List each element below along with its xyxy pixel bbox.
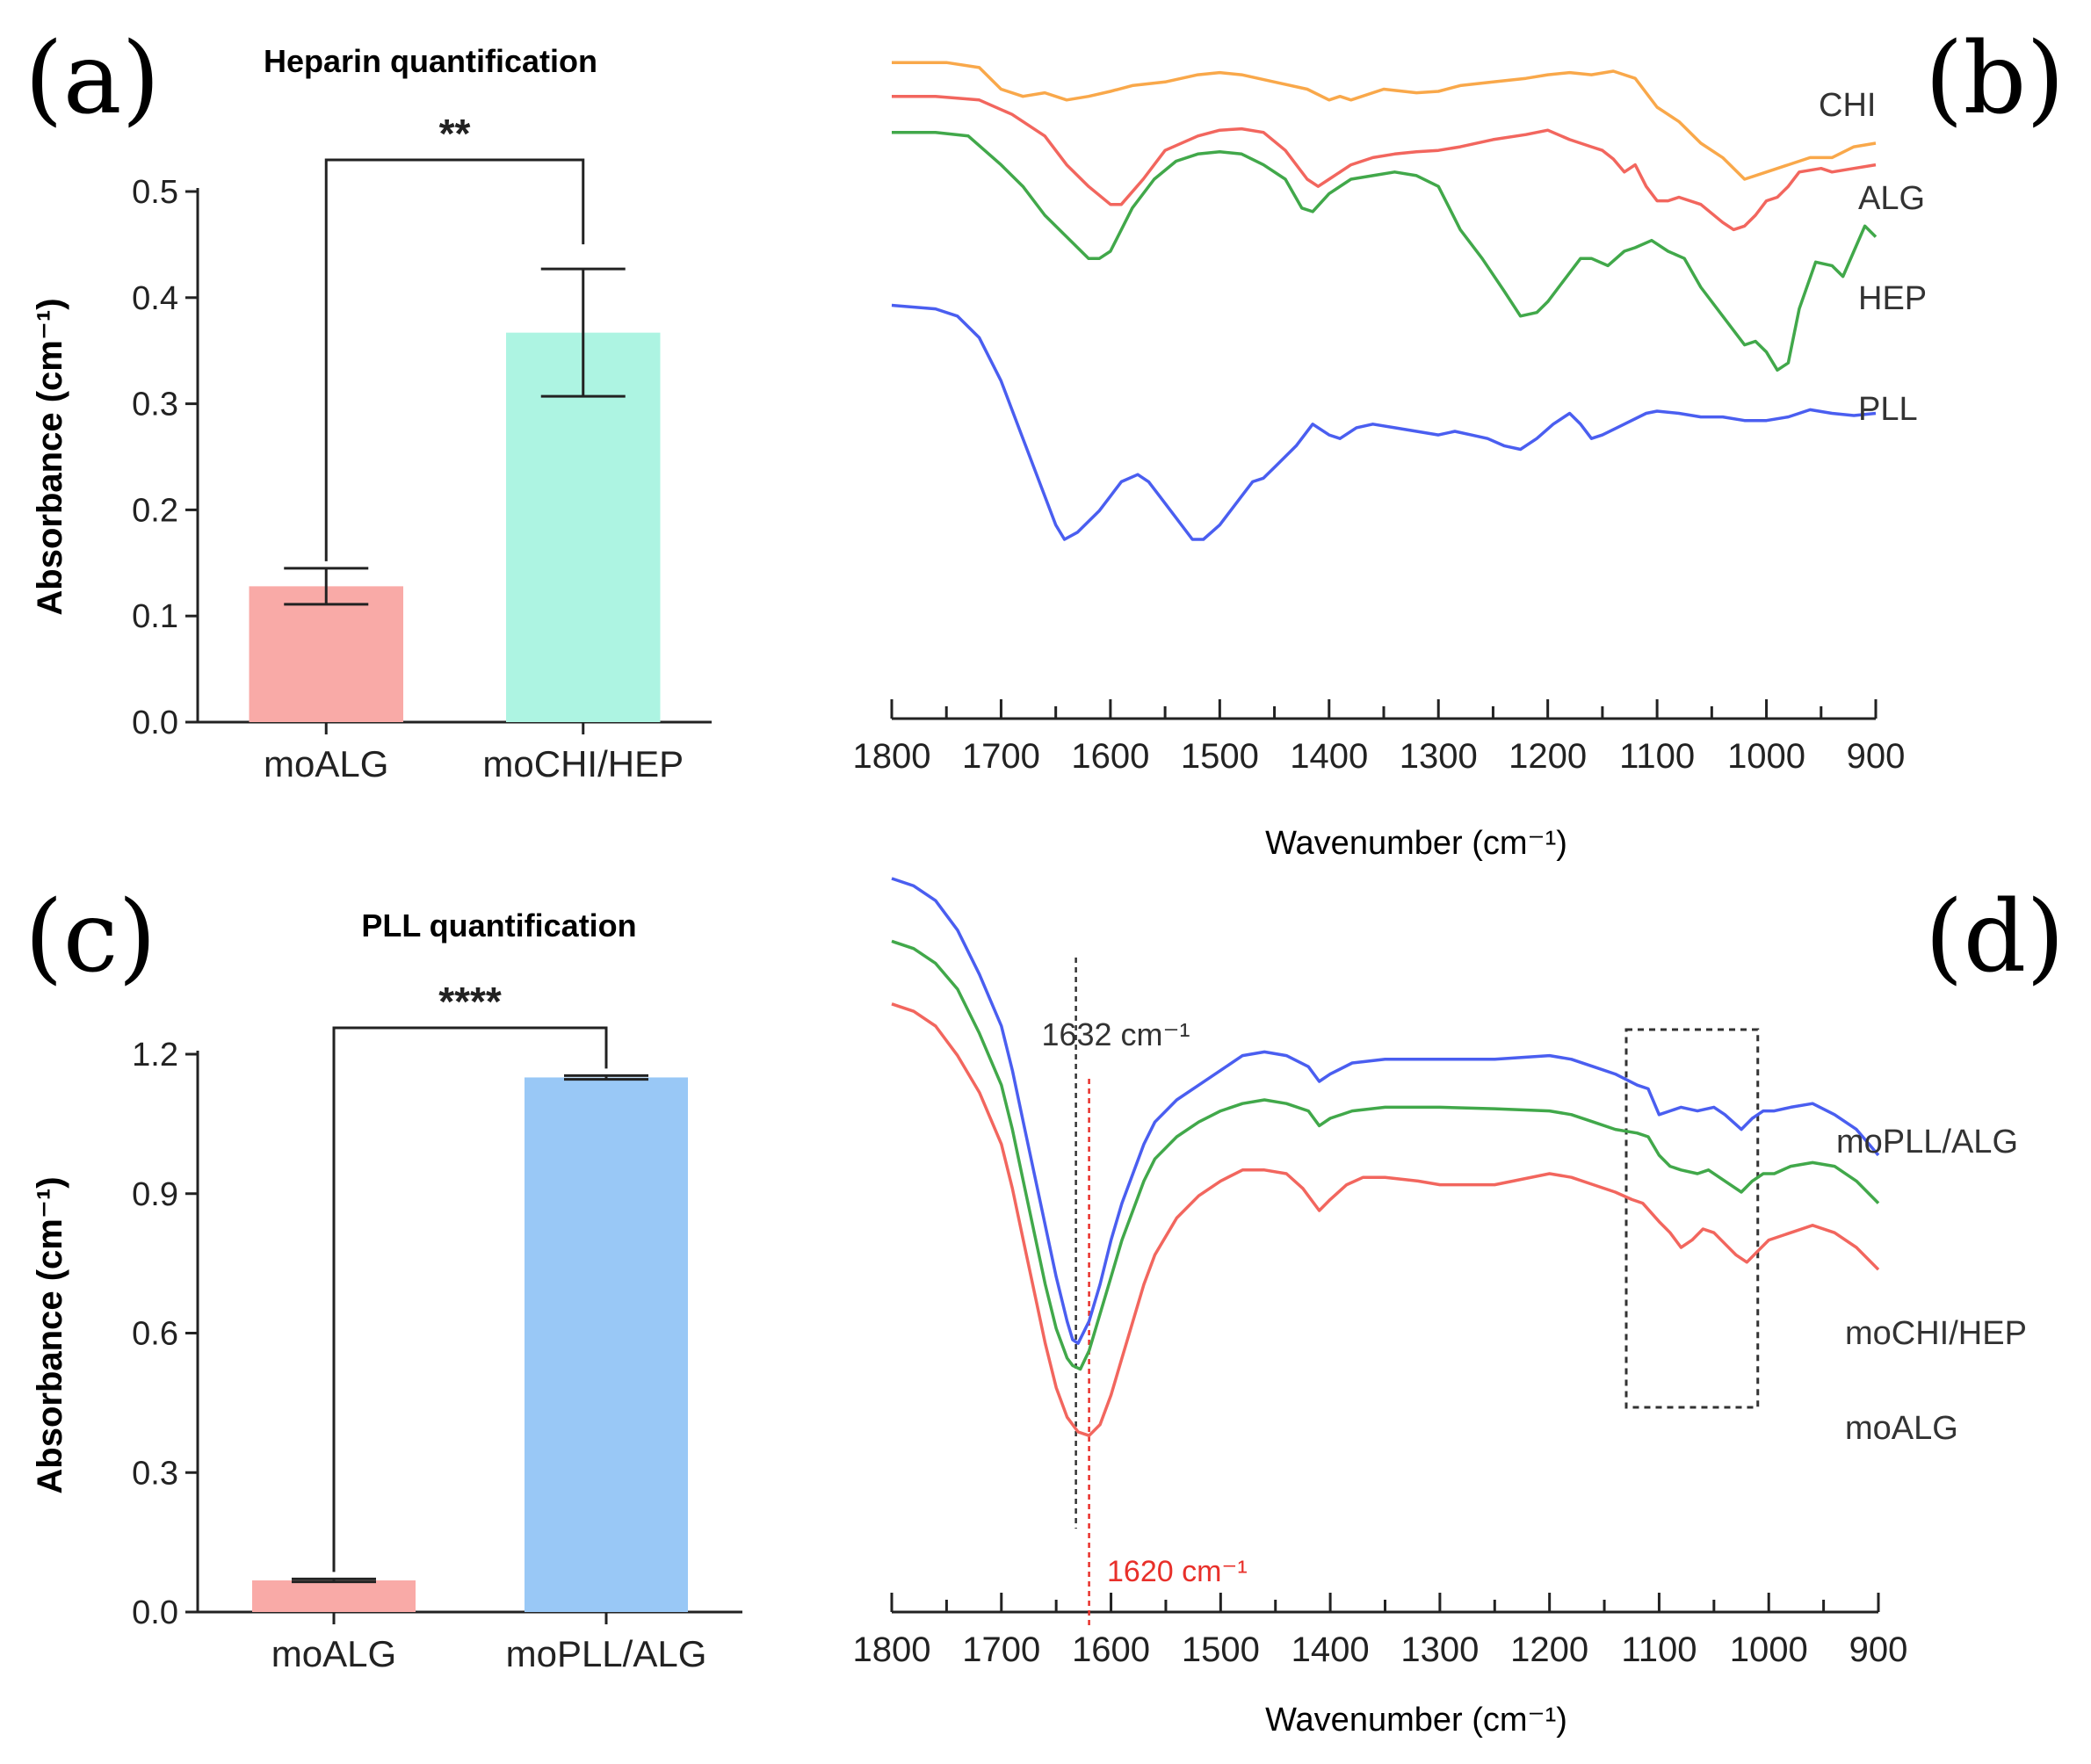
x-tick-label: 1400 (1290, 737, 1368, 776)
series-line-moalg (891, 1002, 1880, 1437)
x-tick-label: moALG (264, 743, 388, 784)
y-tick-label: 0.4 (132, 280, 178, 317)
x-tick-label: 1200 (1510, 1630, 1588, 1669)
significance-stars: **** (438, 979, 502, 1024)
bar-moalg (249, 586, 403, 722)
x-tick-label: 1400 (1292, 1630, 1370, 1669)
y-tick-label: 0.3 (132, 387, 178, 423)
series-line-chi (892, 61, 1877, 181)
significance-bracket (332, 1026, 608, 1572)
series-line-pll (891, 303, 1877, 541)
panel-a-title: Heparin quantification (264, 43, 597, 79)
y-tick-label: 0.3 (132, 1455, 178, 1492)
series-line-mochihep (891, 939, 1880, 1371)
panel-c-y-axis-label: Absorbance (cm⁻¹) (31, 1176, 69, 1493)
panel-c-label: (c) (25, 880, 156, 994)
significance-stars: ** (439, 111, 471, 156)
highlight-box (1624, 1028, 1760, 1409)
x-tick-label: 1100 (1619, 737, 1695, 776)
x-tick-label: 1500 (1181, 737, 1259, 776)
y-tick-label: 0.2 (132, 492, 178, 529)
y-tick-label: 0.6 (132, 1316, 178, 1353)
panel-d-plot: 1800 1700 1600 1500 1400 1300 1200 1100 1000 900 m… (853, 877, 2027, 1669)
bar-moalg (252, 1580, 416, 1612)
x-tick-label: 1800 (853, 737, 931, 776)
panel-a: (a) Heparin quantification Absorbance (c… (25, 22, 712, 784)
x-tick-label: 1000 (1730, 1630, 1808, 1669)
x-tick-label: 900 (1847, 737, 1906, 776)
legend-label-mochihep: moCHI/HEP (1845, 1315, 2027, 1352)
series-line-hep (892, 130, 1878, 372)
panel-b-x-axis-label: Wavenumber (cm⁻¹) (1265, 825, 1567, 862)
x-tick-label: 1600 (1072, 1630, 1150, 1669)
x-tick-label: moCHI/HEP (482, 743, 684, 784)
x-tick-label: 1300 (1400, 737, 1478, 776)
series-line-mopllalg (891, 877, 1880, 1345)
x-tick-label: 1000 (1727, 737, 1805, 776)
annotation-1632: 1632 cm⁻¹ (1041, 1016, 1190, 1052)
y-tick-label: 0.1 (132, 598, 178, 635)
panel-d-x-axis-label: Wavenumber (cm⁻¹) (1265, 1702, 1567, 1739)
panel-a-y-axis-label: Absorbance (cm⁻¹) (31, 298, 69, 615)
x-tick-label: moPLL/ALG (506, 1633, 707, 1674)
panel-c: (c) PLL quantification Absorbance (cm⁻¹)… (25, 880, 742, 1674)
x-tick-label: moALG (271, 1633, 396, 1674)
y-tick-label: 0.9 (132, 1176, 178, 1213)
panel-d-label: (d) (1925, 880, 2065, 994)
legend-label-alg: ALG (1858, 180, 1925, 217)
x-tick-label: 1500 (1182, 1630, 1260, 1669)
legend-label-mopllalg: moPLL/ALG (1836, 1124, 2018, 1160)
panel-a-plot: 0.0 0.1 0.2 0.3 0.4 0.5 moALG moCHI/HEP ** (132, 111, 712, 784)
significance-bracket (324, 158, 585, 561)
legend-label-hep: HEP (1858, 280, 1927, 317)
x-tick-label: 900 (1849, 1630, 1908, 1669)
x-tick-label: 1600 (1071, 737, 1149, 776)
annotation-1620: 1620 cm⁻¹ (1107, 1555, 1248, 1588)
bar-mopllalg (525, 1077, 688, 1612)
y-tick-label: 1.2 (132, 1037, 178, 1074)
panel-b-label: (b) (1925, 22, 2065, 136)
x-tick-label: 1800 (853, 1630, 931, 1669)
legend-label-pll: PLL (1858, 391, 1918, 428)
legend-label-chi: CHI (1819, 87, 1876, 124)
panel-b-plot: 1800 1700 1600 1500 1400 1300 1200 1100 1000 900 C… (853, 61, 1927, 776)
y-tick-label: 0.0 (132, 705, 178, 741)
x-tick-label: 1100 (1621, 1630, 1697, 1669)
x-tick-label: 1300 (1400, 1630, 1479, 1669)
legend-label-moalg: moALG (1845, 1410, 1958, 1447)
x-tick-label: 1700 (962, 1630, 1040, 1669)
panel-d: (d) Wavenumber (cm⁻¹) 1632 cm⁻¹ 1620 cm⁻… (853, 877, 2065, 1739)
y-tick-label: 0.5 (132, 174, 178, 211)
panel-b: (b) Wavenumber (cm⁻¹) 1800 1700 1600 1500 14… (853, 22, 2065, 862)
series-line-alg (892, 94, 1877, 232)
panel-c-title: PLL quantification (361, 907, 636, 943)
panel-a-label: (a) (25, 22, 160, 136)
x-tick-label: 1200 (1509, 737, 1587, 776)
y-tick-label: 0.0 (132, 1594, 178, 1631)
panel-c-plot: 0.0 0.3 0.6 0.9 1.2 moALG moPLL/ALG **** (132, 979, 742, 1674)
x-tick-label: 1700 (962, 737, 1040, 776)
